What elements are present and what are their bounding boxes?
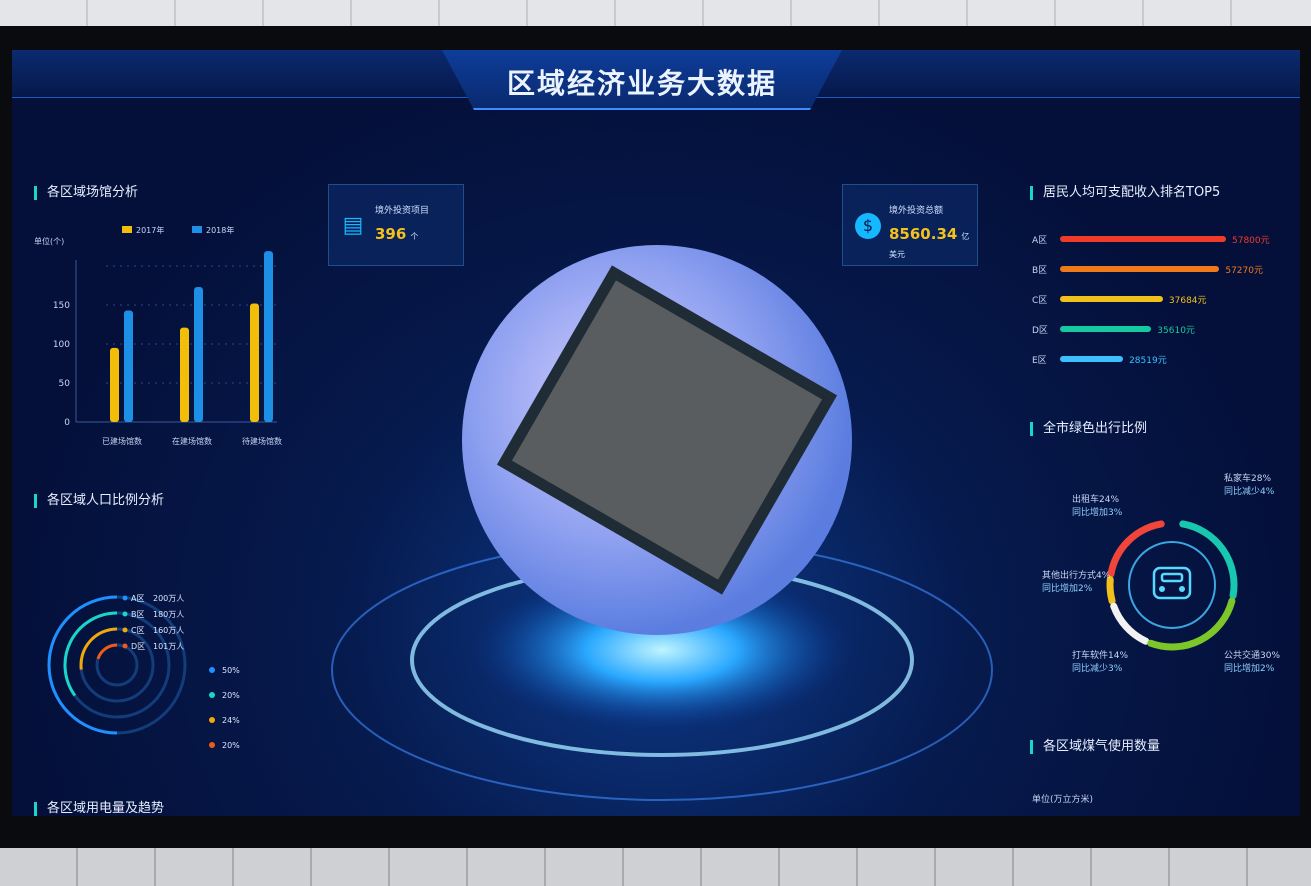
wall xyxy=(0,0,1311,26)
venue-bar-chart: 单位(个) 2017年 2018年 0 50 100 150 已建场馆数 在建场馆数 待建场馆数 xyxy=(34,225,282,446)
section-title-green: 全市绿色出行比例 xyxy=(1030,422,1147,436)
green-legend-item: 打车软件14% 同比减少3% xyxy=(1072,651,1129,674)
ring-arc xyxy=(96,643,118,660)
income-value: 57270元 xyxy=(1225,266,1263,276)
legend-dot xyxy=(122,627,128,633)
green-legend-item: 出租车24% 同比增加3% xyxy=(1072,495,1123,518)
ring-arc xyxy=(47,595,118,735)
car-icon xyxy=(1152,566,1192,600)
legend-dot xyxy=(122,595,128,601)
region-label: D区 xyxy=(131,642,145,651)
income-value: 37684元 xyxy=(1168,296,1207,306)
donut-inner-ring xyxy=(1128,541,1216,629)
x-tick-label: 在建场馆数 xyxy=(172,436,212,446)
file-list-icon: ▤ xyxy=(342,213,364,238)
green-travel-donut xyxy=(1106,520,1238,651)
legend-label: 2017年 xyxy=(136,225,164,235)
section-title-income: 居民人均可支配收入排名TOP5 xyxy=(1030,186,1220,200)
bar xyxy=(194,287,203,422)
region-value: 101万人 xyxy=(153,642,184,651)
bar xyxy=(110,347,119,422)
bar xyxy=(250,303,259,422)
income-value: 28519元 xyxy=(1129,356,1167,366)
income-bar xyxy=(1060,326,1152,332)
ring-arc xyxy=(79,627,118,670)
donut-segment xyxy=(1179,520,1238,600)
legend-swatch xyxy=(122,226,132,233)
income-bar xyxy=(1060,236,1226,242)
header-title-plate xyxy=(442,50,842,110)
region-value: 160万人 xyxy=(153,626,184,635)
region-label: C区 xyxy=(131,626,145,635)
pct-label: 20% xyxy=(222,741,240,750)
donut-segment xyxy=(1110,602,1150,645)
pct-label: 50% xyxy=(222,666,240,675)
pct-dot xyxy=(209,692,215,698)
dollar-icon: $ xyxy=(855,213,881,239)
chip-overlay xyxy=(496,265,838,595)
population-ring-chart: A区 200万人 50% B区 180万人 20% C区 160万人 24% D区 101万人 20% xyxy=(47,594,240,750)
card-value: 8560.34 亿美元 xyxy=(889,225,970,259)
region-label: B区 xyxy=(131,610,145,619)
card-overseas-projects: ▤ 境外投资项目 396 个 xyxy=(328,184,464,266)
legend-swatch xyxy=(192,226,202,233)
income-region-label: C区 xyxy=(1032,296,1048,306)
legend-dot xyxy=(122,611,128,617)
region-label: A区 xyxy=(131,594,144,603)
ring-arc xyxy=(63,611,118,697)
donut-segment xyxy=(1107,520,1165,578)
globe-hologram xyxy=(331,245,993,801)
x-tick-label: 待建场馆数 xyxy=(242,436,282,446)
donut-segment xyxy=(1147,597,1236,651)
income-region-label: B区 xyxy=(1032,266,1048,276)
legend-dot xyxy=(122,643,128,649)
income-region-label: D区 xyxy=(1032,326,1048,336)
pct-dot xyxy=(209,667,215,673)
section-title-venue: 各区域场馆分析 xyxy=(34,186,138,200)
pct-dot xyxy=(209,717,215,723)
section-title-population: 各区域人口比例分析 xyxy=(34,494,164,508)
bar xyxy=(180,327,189,422)
y-tick-label: 150 xyxy=(53,301,70,311)
car-light xyxy=(1179,586,1185,592)
income-region-label: A区 xyxy=(1032,236,1048,246)
card-value: 396 个 xyxy=(375,225,419,243)
card-label: 境外投资总额 xyxy=(889,206,944,216)
dashboard-screen: 区域经济业务大数据 各区域场馆分析 单位(个) 2017年 2018年 0 50 100 1… xyxy=(12,50,1300,816)
gas-unit-label: 单位(万立方米) xyxy=(1032,795,1094,805)
region-value: 180万人 xyxy=(153,610,184,619)
income-region-label: E区 xyxy=(1032,356,1047,366)
section-title-gas: 各区域煤气使用数量 xyxy=(1030,740,1160,754)
card-label: 境外投资项目 xyxy=(375,206,430,216)
car-light xyxy=(1159,586,1165,592)
floor xyxy=(0,848,1311,886)
donut-segment xyxy=(1106,576,1116,605)
y-axis-label: 单位(个) xyxy=(34,236,64,246)
y-tick-label: 50 xyxy=(59,379,71,389)
card-overseas-investment: $ 境外投资总额 8560.34 亿美元 xyxy=(842,184,978,266)
region-value: 200万人 xyxy=(153,594,184,603)
page-title: 区域经济业务大数据 xyxy=(506,67,777,100)
bar xyxy=(124,310,133,422)
section-title-electricity: 各区域用电量及趋势 xyxy=(34,802,164,816)
income-value: 57800元 xyxy=(1232,236,1270,246)
pct-label: 20% xyxy=(222,691,240,700)
green-legend-item: 公共交通30% 同比增加2% xyxy=(1224,651,1281,674)
pct-dot xyxy=(209,742,215,748)
legend-label: 2018年 xyxy=(206,225,234,235)
x-tick-label: 已建场馆数 xyxy=(102,436,142,446)
y-tick-label: 0 xyxy=(64,418,70,428)
income-bar xyxy=(1060,296,1163,302)
pct-label: 24% xyxy=(222,716,240,725)
income-bar xyxy=(1060,356,1124,362)
bar xyxy=(264,251,273,422)
green-legend-item: 私家车28% 同比减少4% xyxy=(1224,474,1275,497)
income-value: 35610元 xyxy=(1157,326,1195,336)
y-tick-label: 100 xyxy=(53,340,70,350)
income-bar xyxy=(1060,266,1220,272)
green-legend-item: 其他出行方式4% 同比增加2% xyxy=(1042,571,1111,594)
